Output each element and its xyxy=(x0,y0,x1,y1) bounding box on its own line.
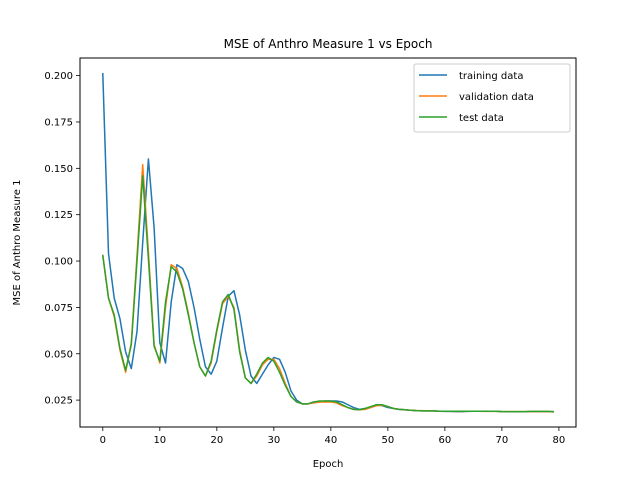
x-tick-label: 10 xyxy=(153,435,166,446)
y-tick-label: 0.175 xyxy=(44,117,73,128)
x-axis-title: Epoch xyxy=(313,459,344,470)
y-tick-label: 0.050 xyxy=(44,349,73,360)
axes-frame xyxy=(79,57,577,428)
x-axis-ticks: 0 10 20 30 40 50 60 70 80 xyxy=(100,427,566,446)
y-tick-label: 0.125 xyxy=(44,210,73,221)
x-tick-label: 50 xyxy=(381,435,394,446)
x-tick-label: 30 xyxy=(267,435,280,446)
legend-label: validation data xyxy=(459,92,534,103)
legend: training data validation data test data xyxy=(413,63,571,133)
x-tick-label: 0 xyxy=(100,435,106,446)
y-tick-label: 0.025 xyxy=(44,396,73,407)
y-tick-label: 0.200 xyxy=(44,71,73,82)
legend-label: test data xyxy=(459,113,504,124)
y-tick-label: 0.075 xyxy=(44,303,73,314)
series-line-test-data xyxy=(101,175,554,413)
x-tick-label: 70 xyxy=(496,435,509,446)
legend-box xyxy=(413,63,571,133)
y-axis-ticks: 0.025 0.050 0.075 0.100 0.125 0.150 0.175 0.200 xyxy=(44,71,80,407)
series-layer xyxy=(101,72,554,413)
x-tick-label: 20 xyxy=(210,435,223,446)
x-tick-label: 60 xyxy=(439,435,452,446)
y-axis-title: MSE of Anthro Measure 1 xyxy=(12,180,23,306)
y-tick-label: 0.150 xyxy=(44,164,73,175)
x-tick-label: 40 xyxy=(324,435,337,446)
y-tick-label: 0.100 xyxy=(44,257,73,268)
legend-label: training data xyxy=(459,71,523,82)
x-tick-label: 80 xyxy=(553,435,566,446)
chart-title: MSE of Anthro Measure 1 vs Epoch xyxy=(224,37,433,51)
